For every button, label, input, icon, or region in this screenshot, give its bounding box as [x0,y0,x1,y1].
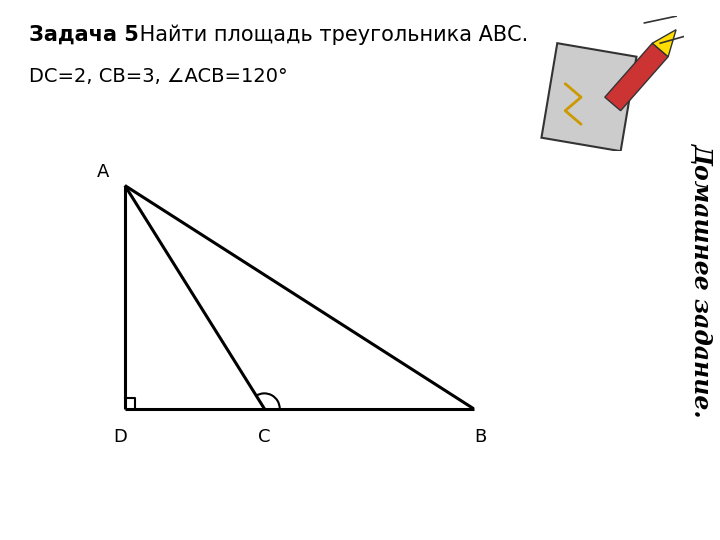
Text: : Найти площадь треугольника АВС.: : Найти площадь треугольника АВС. [126,24,528,45]
Text: B: B [474,428,487,445]
Polygon shape [541,43,636,151]
Polygon shape [605,43,668,111]
Text: Задача 5: Задача 5 [29,24,139,44]
Text: A: A [97,163,109,180]
Polygon shape [652,30,676,57]
Text: DC=2, CB=3, ∠ACB=120°: DC=2, CB=3, ∠ACB=120° [29,68,287,86]
Text: C: C [258,428,271,445]
Text: Домашнее задание.: Домашнее задание. [690,144,714,418]
Text: D: D [113,428,127,445]
